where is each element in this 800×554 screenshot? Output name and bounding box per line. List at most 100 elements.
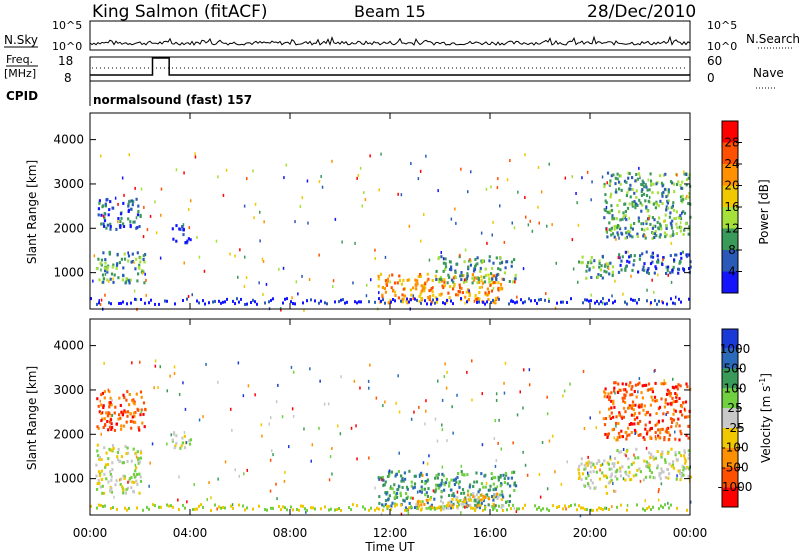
echo-cell [665, 265, 668, 269]
echo-cell [650, 452, 653, 456]
echo-cell-scatter [100, 432, 102, 436]
echo-cell-scatter [528, 368, 531, 372]
echo-cell-ground [272, 297, 274, 301]
echo-cell [175, 441, 178, 445]
echo-cell [640, 190, 643, 194]
echo-cell-scatter [667, 501, 669, 505]
echo-cell [386, 279, 389, 283]
echo-cell-scatter [112, 277, 114, 281]
echo-cell-scatter [464, 248, 467, 252]
echo-cell-scatter [237, 275, 239, 279]
echo-cell [116, 455, 119, 459]
echo-cell [651, 255, 655, 259]
echo-cell-scatter [374, 486, 376, 490]
echo-cell-scatter [183, 431, 186, 434]
echo-cell [439, 505, 442, 509]
echo-cell [630, 387, 633, 391]
echo-cell [477, 490, 480, 494]
echo-cell-scatter [309, 367, 311, 371]
echo-cell [676, 399, 679, 403]
echo-cell-scatter [679, 221, 682, 225]
echo-cell [396, 281, 399, 285]
echo-cell [111, 468, 114, 472]
echo-cell-ground [586, 508, 588, 512]
echo-cell-ground [292, 302, 294, 305]
echo-cell [654, 423, 657, 427]
echo-cell [674, 409, 677, 413]
echo-cell-scatter [634, 432, 636, 435]
echo-cell [644, 427, 647, 431]
echo-cell [107, 457, 110, 461]
echo-cell-scatter [552, 434, 554, 438]
echo-cell [473, 268, 477, 271]
echo-cell [685, 196, 688, 200]
echo-cell [622, 399, 625, 403]
echo-cell [102, 491, 106, 495]
echo-cell [462, 473, 465, 477]
echo-cell [619, 218, 622, 222]
echo-cell [649, 179, 653, 183]
echo-cell [655, 412, 658, 415]
echo-cell [590, 255, 593, 259]
echo-cell-ground [326, 302, 328, 306]
echo-cell [610, 233, 613, 237]
echo-cell [141, 269, 144, 272]
echo-cell-scatter [675, 457, 678, 461]
echo-cell-scatter [675, 295, 677, 299]
echo-cell-scatter [208, 481, 210, 485]
echo-cell-scatter [400, 193, 403, 197]
echo-cell [621, 255, 624, 259]
echo-cell [646, 270, 649, 274]
echo-cell [420, 290, 423, 294]
echo-cell [618, 199, 621, 202]
echo-cell-ground [324, 301, 326, 305]
y-tick-label: 3000 [53, 177, 84, 191]
echo-cell-ground [452, 506, 454, 510]
echo-cell [618, 413, 621, 417]
echo-cell [619, 174, 622, 178]
power-panel-frame [89, 112, 691, 310]
echo-cell [617, 422, 620, 425]
echo-cell [109, 227, 112, 231]
echo-cell-scatter [657, 498, 660, 502]
echo-cell [641, 396, 644, 400]
echo-cell [119, 212, 123, 216]
velocity-echo-cells [90, 359, 693, 518]
echo-cell-ground [226, 297, 228, 301]
echo-cell [133, 402, 136, 406]
echo-cell [125, 398, 128, 402]
echo-cell [641, 384, 644, 388]
echo-cell [604, 387, 607, 391]
echo-cell [134, 469, 137, 473]
echo-cell [134, 451, 137, 455]
echo-cell [418, 294, 421, 298]
echo-cell-scatter [259, 210, 261, 214]
echo-cell [420, 296, 423, 300]
echo-cell [140, 408, 143, 412]
echo-cell-ground [516, 300, 518, 304]
echo-cell [138, 491, 141, 495]
echo-cell [493, 506, 496, 510]
echo-cell [172, 432, 176, 436]
echo-cell [113, 411, 116, 415]
echo-cell [580, 261, 583, 265]
echo-cell-scatter [288, 445, 290, 449]
echo-cell-scatter [441, 423, 443, 427]
echo-cell-scatter [416, 490, 419, 494]
echo-cell [136, 473, 139, 476]
echo-cell [414, 506, 417, 509]
echo-cell [647, 382, 651, 386]
echo-cell-ground [120, 301, 122, 305]
echo-cell [110, 475, 113, 479]
echo-cell-scatter [464, 301, 466, 305]
echo-cell [685, 433, 688, 437]
echo-cell [620, 450, 623, 454]
echo-cell [458, 480, 461, 484]
echo-cell-scatter [614, 391, 616, 395]
echo-cell [187, 237, 190, 241]
echo-cell [645, 250, 648, 254]
echo-cell [124, 491, 127, 495]
echo-cell-scatter [408, 224, 411, 228]
echo-cell [440, 277, 443, 281]
echo-cell-scatter [225, 168, 228, 172]
